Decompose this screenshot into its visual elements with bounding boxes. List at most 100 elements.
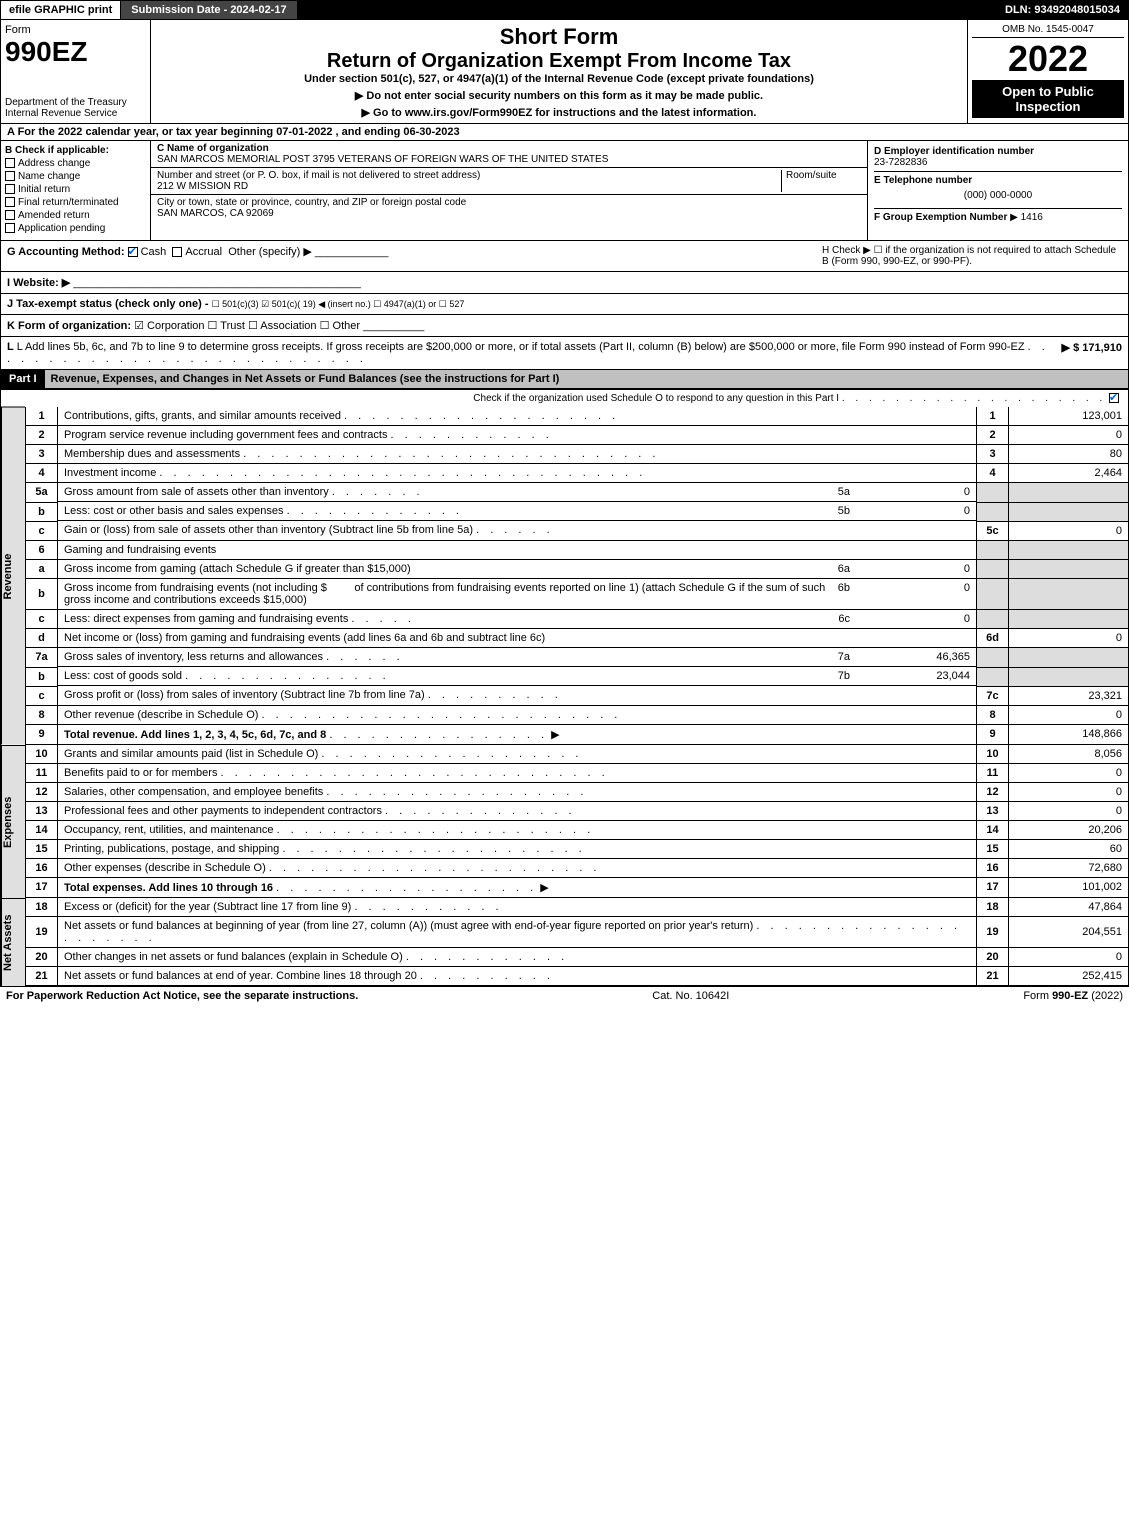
under-section: Under section 501(c), 527, or 4947(a)(1)… — [155, 73, 963, 85]
short-form-title: Short Form — [155, 24, 963, 50]
part-i-header: Part I Revenue, Expenses, and Changes in… — [0, 370, 1129, 389]
section-b: B Check if applicable: Address change Na… — [1, 141, 151, 240]
goto-link[interactable]: ▶ Go to www.irs.gov/Form990EZ for instru… — [155, 106, 963, 119]
h-schedule-b: H Check ▶ ☐ if the organization is not r… — [822, 245, 1122, 267]
line-20: 20Other changes in net assets or fund ba… — [26, 947, 1129, 966]
section-de: D Employer identification number 23-7282… — [868, 141, 1128, 240]
c-street-label: Number and street (or P. O. box, if mail… — [157, 170, 781, 181]
submission-date: Submission Date - 2024-02-17 — [121, 1, 297, 19]
net-assets-table: 18Excess or (deficit) for the year (Subt… — [25, 898, 1129, 986]
line-17: 17Total expenses. Add lines 10 through 1… — [26, 877, 1129, 897]
line-6a: aGross income from gaming (attach Schedu… — [26, 559, 1129, 579]
revenue-table: 1Contributions, gifts, grants, and simil… — [25, 407, 1129, 745]
checkbox-application-pending[interactable]: Application pending — [5, 223, 146, 234]
line-7a: 7aGross sales of inventory, less returns… — [26, 648, 1129, 668]
irs-label: Internal Revenue Service — [5, 108, 146, 119]
part-i-label: Part I — [1, 370, 45, 388]
part-i-title: Revenue, Expenses, and Changes in Net As… — [45, 370, 1128, 388]
line-2: 2Program service revenue including gover… — [26, 426, 1129, 445]
line-6b: bGross income from fundraising events (n… — [26, 579, 1129, 610]
omb-number: OMB No. 1545-0047 — [972, 24, 1124, 38]
line-j-tax-status: J Tax-exempt status (check only one) - ☐… — [0, 294, 1129, 315]
top-bar: efile GRAPHIC print Submission Date - 20… — [0, 0, 1129, 20]
section-c: C Name of organization SAN MARCOS MEMORI… — [151, 141, 868, 240]
section-cde: C Name of organization SAN MARCOS MEMORI… — [151, 141, 1128, 240]
line-5a: 5aGross amount from sale of assets other… — [26, 483, 1129, 503]
checkbox-schedule-o[interactable] — [1109, 393, 1119, 403]
line-l-gross-receipts: L L Add lines 5b, 6c, and 7b to line 9 t… — [0, 337, 1129, 370]
no-ssn-notice: ▶ Do not enter social security numbers o… — [155, 89, 963, 102]
line-6d: dNet income or (loss) from gaming and fu… — [26, 629, 1129, 648]
ein-value: 23-7282836 — [874, 157, 1122, 168]
tax-year: 2022 — [972, 38, 1124, 80]
org-street: 212 W MISSION RD — [157, 181, 781, 192]
line-7c: cGross profit or (loss) from sales of in… — [26, 686, 1129, 705]
c-city-label: City or town, state or province, country… — [157, 197, 861, 208]
header-right: OMB No. 1545-0047 2022 Open to Public In… — [968, 20, 1128, 123]
revenue-section: Revenue 1Contributions, gifts, grants, a… — [0, 407, 1129, 745]
header-left: Form 990EZ Department of the Treasury In… — [1, 20, 151, 123]
f-group-label: F Group Exemption Number — [874, 212, 1007, 223]
expenses-side-label: Expenses — [1, 745, 25, 898]
footer-cat-no: Cat. No. 10642I — [652, 990, 729, 1002]
room-suite-label: Room/suite — [781, 170, 861, 192]
net-assets-side-label: Net Assets — [1, 898, 25, 986]
checkbox-final-return[interactable]: Final return/terminated — [5, 197, 146, 208]
line-11: 11Benefits paid to or for members . . . … — [26, 763, 1129, 782]
expenses-table: 10Grants and similar amounts paid (list … — [25, 745, 1129, 898]
line-3: 3Membership dues and assessments . . . .… — [26, 445, 1129, 464]
org-name: SAN MARCOS MEMORIAL POST 3795 VETERANS O… — [157, 154, 861, 165]
dept-treasury: Department of the Treasury — [5, 97, 146, 108]
main-title: Return of Organization Exempt From Incom… — [155, 50, 963, 73]
net-assets-section: Net Assets 18Excess or (deficit) for the… — [0, 898, 1129, 986]
e-phone-label: E Telephone number — [874, 175, 1122, 186]
line-16: 16Other expenses (describe in Schedule O… — [26, 858, 1129, 877]
checkbox-accrual[interactable] — [172, 247, 182, 257]
checkbox-amended-return[interactable]: Amended return — [5, 210, 146, 221]
checkbox-address-change[interactable]: Address change — [5, 158, 146, 169]
form-number: 990EZ — [5, 36, 146, 68]
checkbox-initial-return[interactable]: Initial return — [5, 184, 146, 195]
checkbox-cash[interactable] — [128, 247, 138, 257]
line-4: 4Investment income . . . . . . . . . . .… — [26, 464, 1129, 483]
line-6: 6Gaming and fundraising events — [26, 540, 1129, 559]
line-13: 13Professional fees and other payments t… — [26, 801, 1129, 820]
l-amount: ▶ $ 171,910 — [1062, 341, 1122, 354]
line-10: 10Grants and similar amounts paid (list … — [26, 745, 1129, 764]
line-a-tax-year: A For the 2022 calendar year, or tax yea… — [0, 124, 1129, 141]
line-5c: cGain or (loss) from sale of assets othe… — [26, 521, 1129, 540]
d-ein-label: D Employer identification number — [874, 146, 1122, 157]
line-k-form-org: K Form of organization: ☑ Corporation ☐ … — [0, 315, 1129, 337]
line-21: 21Net assets or fund balances at end of … — [26, 966, 1129, 985]
c-name-label: C Name of organization — [157, 143, 861, 154]
b-title: B Check if applicable: — [5, 145, 146, 156]
line-5b: bLess: cost or other basis and sales exp… — [26, 502, 1129, 521]
footer-left: For Paperwork Reduction Act Notice, see … — [6, 990, 358, 1002]
footer-form-ref: Form 990-EZ (2022) — [1023, 990, 1123, 1002]
expenses-section: Expenses 10Grants and similar amounts pa… — [0, 745, 1129, 898]
revenue-side-label: Revenue — [1, 407, 25, 745]
line-19: 19Net assets or fund balances at beginni… — [26, 916, 1129, 947]
line-14: 14Occupancy, rent, utilities, and mainte… — [26, 820, 1129, 839]
org-city: SAN MARCOS, CA 92069 — [157, 208, 861, 219]
efile-print-button[interactable]: efile GRAPHIC print — [1, 1, 121, 19]
line-1: 1Contributions, gifts, grants, and simil… — [26, 407, 1129, 426]
part-i-check-o: Check if the organization used Schedule … — [0, 389, 1129, 407]
l-text: L L Add lines 5b, 6c, and 7b to line 9 t… — [7, 341, 1062, 365]
line-7b: bLess: cost of goods sold . . . . . . . … — [26, 667, 1129, 686]
line-9: 9Total revenue. Add lines 1, 2, 3, 4, 5c… — [26, 724, 1129, 744]
line-15: 15Printing, publications, postage, and s… — [26, 839, 1129, 858]
section-bcdef: B Check if applicable: Address change Na… — [0, 141, 1129, 241]
line-8: 8Other revenue (describe in Schedule O) … — [26, 705, 1129, 724]
checkbox-name-change[interactable]: Name change — [5, 171, 146, 182]
group-exemption-value: ▶ 1416 — [1010, 212, 1043, 223]
line-g-h: G Accounting Method: Cash Accrual Other … — [0, 241, 1129, 272]
line-6c: cLess: direct expenses from gaming and f… — [26, 610, 1129, 629]
header-center: Short Form Return of Organization Exempt… — [151, 20, 968, 123]
line-i-website: I Website: ▶ ___________________________… — [0, 272, 1129, 294]
phone-value: (000) 000-0000 — [874, 186, 1122, 205]
g-accounting-method: G Accounting Method: Cash Accrual Other … — [7, 245, 388, 258]
form-header: Form 990EZ Department of the Treasury In… — [0, 20, 1129, 124]
open-to-public: Open to Public Inspection — [972, 80, 1124, 118]
dln-number: DLN: 93492048015034 — [997, 1, 1128, 19]
